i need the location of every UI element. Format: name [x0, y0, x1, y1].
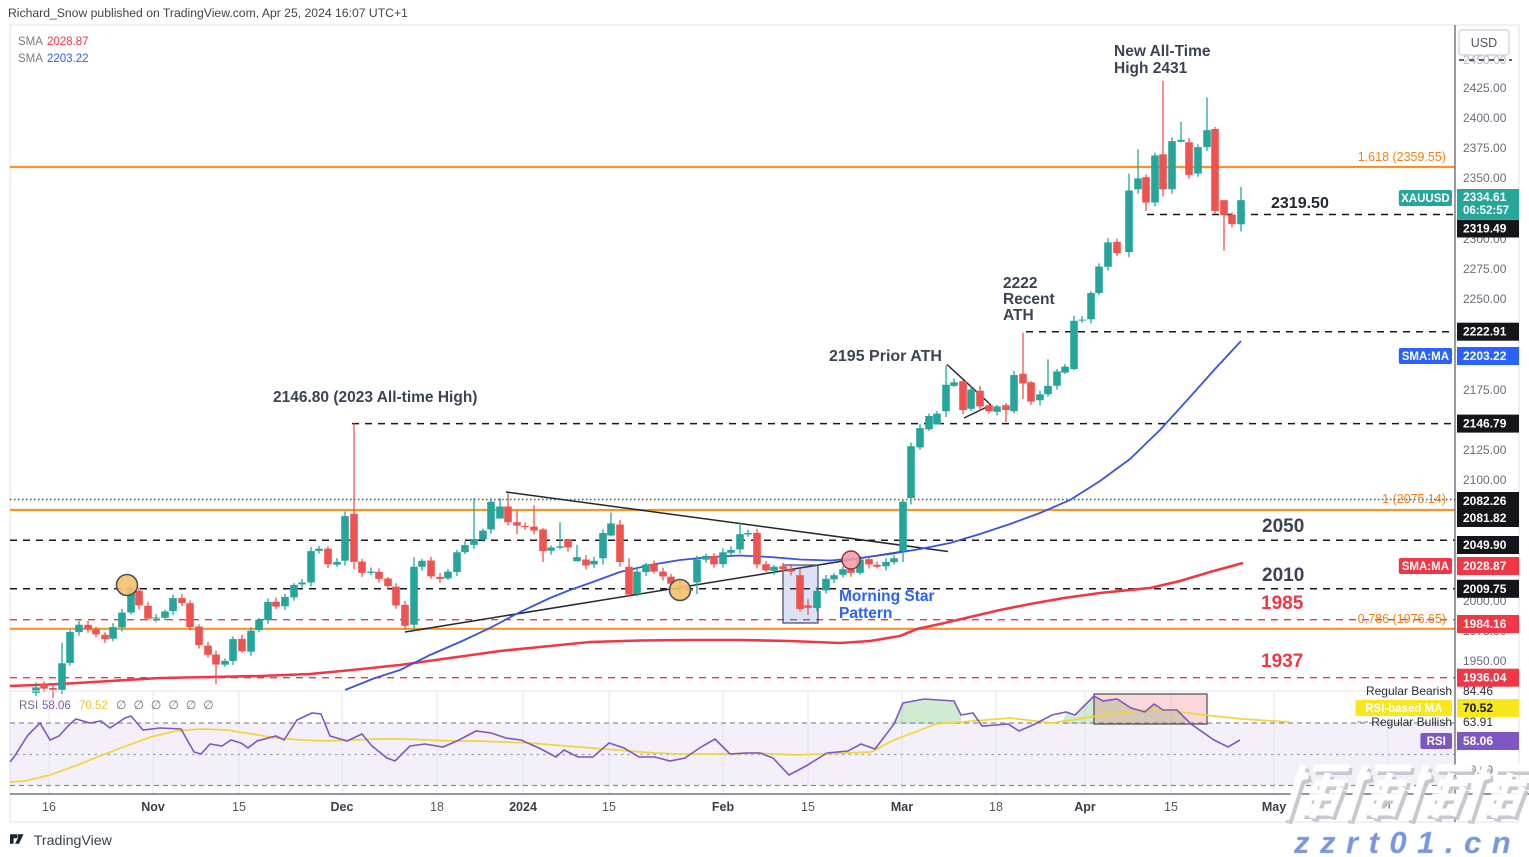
svg-text:06:52:57: 06:52:57	[1463, 205, 1509, 217]
svg-text:1985: 1985	[1261, 593, 1304, 614]
svg-text:2319.49: 2319.49	[1463, 222, 1507, 236]
svg-text:2125.00: 2125.00	[1463, 443, 1507, 457]
svg-text:2175.00: 2175.00	[1463, 383, 1507, 397]
svg-text:SMA:MA: SMA:MA	[1402, 561, 1449, 573]
svg-text:70.52: 70.52	[1463, 701, 1493, 715]
svg-text:15: 15	[602, 800, 616, 814]
svg-text:Dec: Dec	[331, 800, 354, 814]
svg-text:∅∅∅∅∅∅: ∅∅∅∅∅∅	[116, 698, 221, 712]
svg-text:2082.26: 2082.26	[1463, 494, 1507, 508]
svg-text:TradingView: TradingView	[34, 833, 113, 849]
svg-text:15: 15	[232, 800, 246, 814]
svg-text:2146.80 (2023 All-time High): 2146.80 (2023 All-time High)	[273, 389, 477, 406]
svg-text:63.91: 63.91	[1463, 715, 1493, 729]
svg-text:58.06: 58.06	[1463, 734, 1493, 748]
svg-text:Morning Star: Morning Star	[839, 588, 935, 605]
svg-text:2081.82: 2081.82	[1463, 511, 1507, 525]
svg-text:2400.00: 2400.00	[1463, 111, 1507, 125]
svg-text:16: 16	[42, 800, 56, 814]
svg-text:1984.16: 1984.16	[1463, 617, 1507, 631]
svg-text:2350.00: 2350.00	[1463, 171, 1507, 185]
svg-text:2146.79: 2146.79	[1463, 417, 1507, 431]
svg-text:New All-Time: New All-Time	[1114, 43, 1211, 60]
svg-text:2050: 2050	[1262, 516, 1304, 537]
svg-text:2222.91: 2222.91	[1463, 325, 1507, 339]
svg-text:15: 15	[801, 800, 815, 814]
svg-text:May: May	[1262, 800, 1286, 814]
svg-text:2028.87: 2028.87	[47, 36, 89, 48]
svg-text:Regular Bullish: Regular Bullish	[1371, 715, 1452, 729]
svg-text:58.06: 58.06	[42, 700, 71, 712]
svg-text:2010: 2010	[1262, 565, 1304, 586]
svg-text:RSI: RSI	[1427, 736, 1446, 748]
svg-text:2049.90: 2049.90	[1463, 538, 1507, 552]
svg-text:2425.00: 2425.00	[1463, 81, 1507, 95]
svg-text:70.52: 70.52	[79, 700, 108, 712]
svg-text:RSI-based MA: RSI-based MA	[1365, 703, 1442, 715]
svg-text:Pattern: Pattern	[839, 605, 892, 622]
svg-text:1.618 (2359.55): 1.618 (2359.55)	[1358, 150, 1446, 164]
svg-text:SMA: SMA	[18, 53, 43, 65]
svg-text:RSI: RSI	[19, 700, 38, 712]
svg-text:XAUUSD: XAUUSD	[1401, 193, 1450, 205]
svg-text:SMA: SMA	[18, 36, 43, 48]
svg-text:18: 18	[430, 800, 444, 814]
svg-text:0.786 (1976.65): 0.786 (1976.65)	[1358, 612, 1446, 626]
svg-text:1936.04: 1936.04	[1463, 671, 1507, 685]
svg-text:2009.75: 2009.75	[1463, 582, 1507, 596]
svg-text:Mar: Mar	[891, 800, 913, 814]
svg-text:2375.00: 2375.00	[1463, 141, 1507, 155]
svg-text:2222: 2222	[1003, 275, 1037, 292]
svg-text:Nov: Nov	[141, 800, 165, 814]
svg-text:1 (2075.14): 1 (2075.14)	[1382, 492, 1446, 506]
svg-text:2024: 2024	[509, 800, 537, 814]
svg-text:ATH: ATH	[1003, 307, 1034, 324]
svg-text:18: 18	[989, 800, 1003, 814]
svg-text:SMA:MA: SMA:MA	[1402, 351, 1449, 363]
svg-text:Feb: Feb	[712, 800, 735, 814]
svg-text:2275.00: 2275.00	[1463, 262, 1507, 276]
svg-text:zzrt01.cn: zzrt01.cn	[1293, 825, 1521, 857]
svg-text:2250.00: 2250.00	[1463, 292, 1507, 306]
svg-text:2203.22: 2203.22	[1463, 349, 1507, 363]
svg-text:High 2431: High 2431	[1114, 60, 1188, 77]
svg-text:1950.00: 1950.00	[1463, 654, 1507, 668]
svg-text:1937: 1937	[1261, 651, 1303, 672]
svg-text:2028.87: 2028.87	[1463, 559, 1507, 573]
svg-text:2203.22: 2203.22	[47, 53, 89, 65]
svg-text:15: 15	[1164, 800, 1178, 814]
svg-text:Recent: Recent	[1003, 291, 1055, 308]
svg-text:Regular Bearish: Regular Bearish	[1366, 684, 1452, 698]
svg-text:84.46: 84.46	[1463, 684, 1493, 698]
svg-text:Richard_Snow published on Trad: Richard_Snow published on TradingView.co…	[8, 6, 408, 20]
svg-text:2195 Prior ATH: 2195 Prior ATH	[829, 348, 942, 365]
svg-text:2450.00: 2450.00	[1463, 53, 1507, 67]
svg-text:2100.00: 2100.00	[1463, 473, 1507, 487]
svg-text:USD: USD	[1471, 36, 1497, 50]
svg-text:Apr: Apr	[1074, 800, 1096, 814]
svg-text:2319.50: 2319.50	[1271, 195, 1329, 212]
svg-text:2334.61: 2334.61	[1463, 190, 1507, 204]
